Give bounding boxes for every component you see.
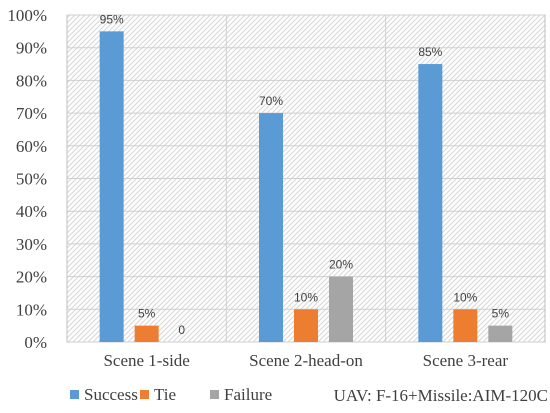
y-axis-tick-labels: 0% 10% 20% 30% 40% 50% 60% 70% 80% 90% 100% xyxy=(7,6,47,352)
bar-tie xyxy=(453,309,478,342)
legend-label-success: Success xyxy=(84,385,138,404)
y-tick-label: 80% xyxy=(16,71,47,90)
data-labels: 95% 5% 0 70% 10% 20% 85% 10% 5% xyxy=(100,12,510,337)
chart-note: UAV: F-16+Missile:AIM-120C xyxy=(334,386,548,405)
legend: Success Tie Failure xyxy=(70,385,272,404)
y-tick-label: 50% xyxy=(16,170,47,189)
y-tick-label: 40% xyxy=(16,202,47,221)
data-label: 85% xyxy=(418,45,442,59)
data-label: 5% xyxy=(138,307,156,321)
bar-tie xyxy=(134,325,159,342)
legend-swatch-success xyxy=(70,390,79,399)
bar-failure xyxy=(329,276,353,342)
legend-swatch-failure xyxy=(210,390,219,399)
data-label: 70% xyxy=(259,94,283,108)
bar-success xyxy=(259,113,283,342)
y-tick-label: 0% xyxy=(24,333,47,352)
bar-success xyxy=(99,31,124,342)
y-tick-label: 70% xyxy=(16,104,47,123)
x-category-label: Scene 2-head-on xyxy=(249,351,363,370)
bar-failure xyxy=(488,325,513,342)
x-category-label: Scene 3-rear xyxy=(423,351,509,370)
data-label: 5% xyxy=(492,307,510,321)
data-label: 20% xyxy=(329,258,353,272)
y-tick-label: 100% xyxy=(7,6,47,25)
bar-tie xyxy=(294,309,318,342)
data-label: 10% xyxy=(294,290,318,304)
legend-label-tie: Tie xyxy=(154,385,176,404)
x-category-label: Scene 1-side xyxy=(103,351,189,370)
data-label: 10% xyxy=(453,290,477,304)
y-tick-label: 90% xyxy=(16,39,47,58)
x-axis-category-labels: Scene 1-side Scene 2-head-on Scene 3-rear xyxy=(103,351,508,370)
legend-swatch-tie xyxy=(140,390,149,399)
bars xyxy=(99,31,513,343)
y-tick-label: 60% xyxy=(16,137,47,156)
bar-success xyxy=(418,64,443,343)
y-tick-label: 20% xyxy=(16,268,47,287)
data-label: 95% xyxy=(100,12,124,26)
y-tick-label: 10% xyxy=(16,300,47,319)
y-tick-label: 30% xyxy=(16,235,47,254)
legend-label-failure: Failure xyxy=(224,385,272,404)
data-label: 0 xyxy=(178,323,185,337)
